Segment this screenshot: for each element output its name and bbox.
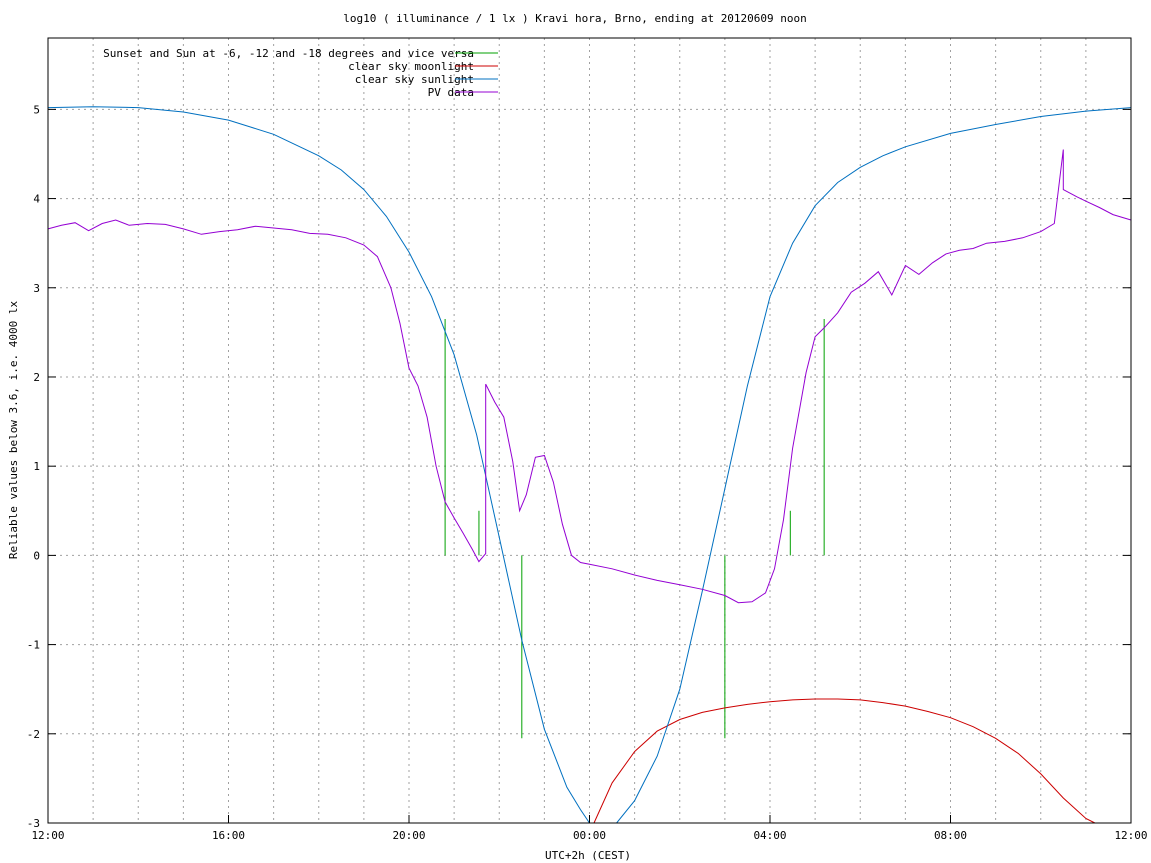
- y-tick-label: -3: [27, 817, 40, 830]
- tick-layer: 12:00 16:00 20:00 00:00 04:00 08:00 12:00-3-2-…: [27, 103, 1148, 842]
- x-tick-label: 08:00: [934, 829, 967, 842]
- y-tick-label: -2: [27, 728, 40, 741]
- chart-title: log10 ( illuminance / 1 lx ) Kravi hora,…: [343, 12, 807, 25]
- series-line: [47, 149, 1132, 604]
- y-axis-label: Reliable values below 3.6, i.e. 4000 lx: [7, 300, 20, 559]
- x-tick-label: 16:00: [212, 829, 245, 842]
- legend: Sunset and Sun at -6, -12 and -18 degree…: [103, 47, 498, 99]
- x-tick-label: 20:00: [392, 829, 425, 842]
- legend-label: clear sky moonlight: [348, 60, 474, 73]
- x-tick-label: 12:00: [31, 829, 64, 842]
- x-tick-label: 12:00: [1114, 829, 1147, 842]
- x-tick-label: 00:00: [573, 829, 606, 842]
- y-tick-label: 2: [33, 371, 40, 384]
- y-tick-label: 4: [33, 193, 40, 206]
- series-1: [593, 698, 1096, 824]
- legend-label: Sunset and Sun at -6, -12 and -18 degree…: [103, 47, 474, 60]
- y-tick-label: 0: [33, 549, 40, 562]
- y-tick-label: 3: [33, 282, 40, 295]
- y-tick-label: 5: [33, 103, 40, 116]
- x-tick-label: 04:00: [753, 829, 786, 842]
- y-tick-label: -1: [27, 639, 40, 652]
- grid-layer: [48, 38, 1131, 823]
- series-3: [47, 149, 1132, 604]
- legend-label: PV data: [428, 86, 474, 99]
- x-axis-label: UTC+2h (CEST): [545, 849, 631, 862]
- series-line: [593, 698, 1096, 824]
- y-tick-label: 1: [33, 460, 40, 473]
- legend-label: clear sky sunlight: [355, 73, 474, 86]
